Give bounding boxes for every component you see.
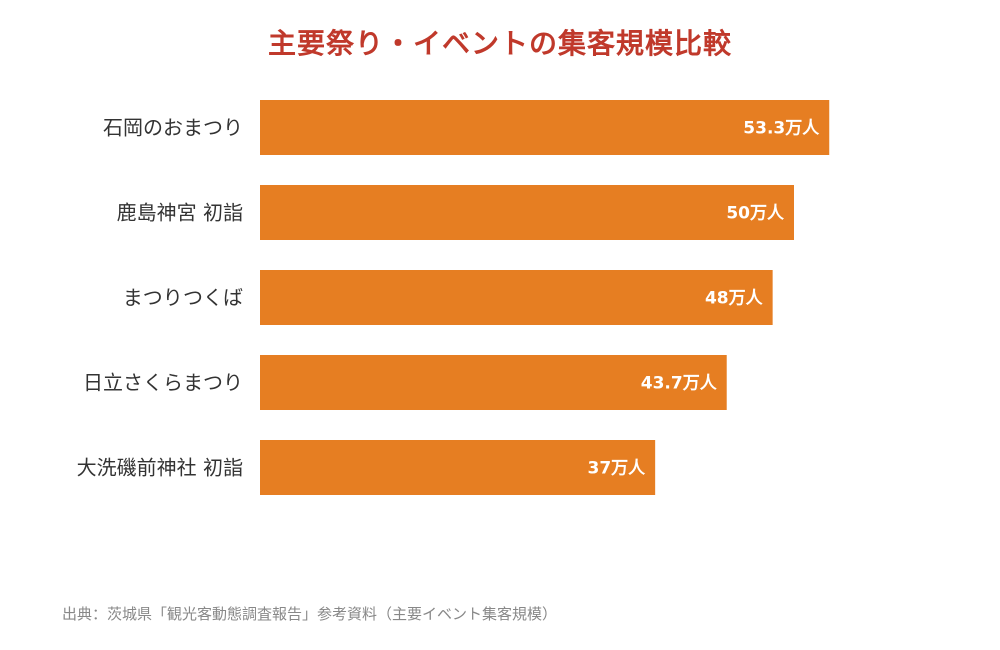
value-label-0: 53.3万人 — [743, 119, 820, 139]
category-label-1: 鹿島神宮 初詣 — [117, 201, 243, 225]
category-label-2: まつりつくば — [123, 286, 243, 310]
bar-1 — [260, 185, 794, 240]
category-label-4: 大洗磯前神社 初詣 — [77, 456, 243, 480]
value-label-4: 37万人 — [587, 459, 646, 479]
source-note: 出典：茨城県「観光客動態調査報告」参考資料（主要イベント集客規模） — [62, 605, 558, 623]
category-label-3: 日立さくらまつり — [83, 371, 243, 395]
category-label-0: 石岡のおまつり — [103, 116, 243, 140]
bar-0 — [260, 100, 830, 155]
value-label-2: 48万人 — [705, 289, 764, 309]
chart-title: 主要祭り・イベントの集客規模比較 — [267, 27, 732, 60]
value-label-1: 50万人 — [726, 204, 785, 224]
value-label-3: 43.7万人 — [641, 374, 718, 394]
bar-4 — [260, 440, 656, 495]
bar-2 — [260, 270, 773, 325]
bar-3 — [260, 355, 727, 410]
